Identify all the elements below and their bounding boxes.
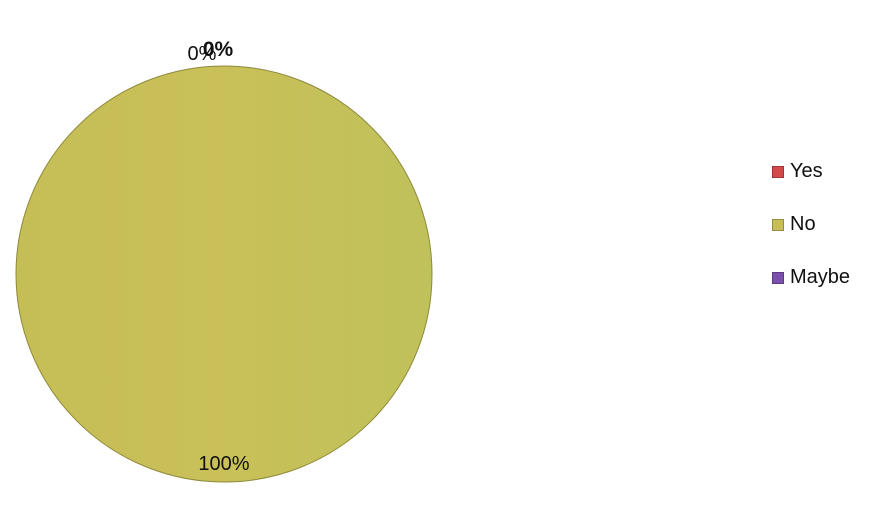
legend-item-yes: Yes [772,158,877,185]
legend-label-maybe: Maybe [790,266,851,288]
legend-item-maybe: Maybe [772,264,877,291]
pie-slices [15,65,433,483]
legend-label-no: No [790,213,816,235]
legend-item-no: No [772,211,877,238]
pie-slice-no [15,65,433,483]
data-label-no: 100% [198,453,249,475]
pie-data-labels: 0% 100% 0% [188,38,250,475]
legend-swatch-maybe [772,271,784,284]
data-label-yes: 0% [188,43,217,65]
legend-swatch-no [772,218,784,231]
legend-label-yes: Yes [790,160,823,182]
legend: Yes No Maybe [772,158,877,317]
legend-swatch-yes [772,165,784,178]
data-label-maybe: 0% [203,38,234,61]
